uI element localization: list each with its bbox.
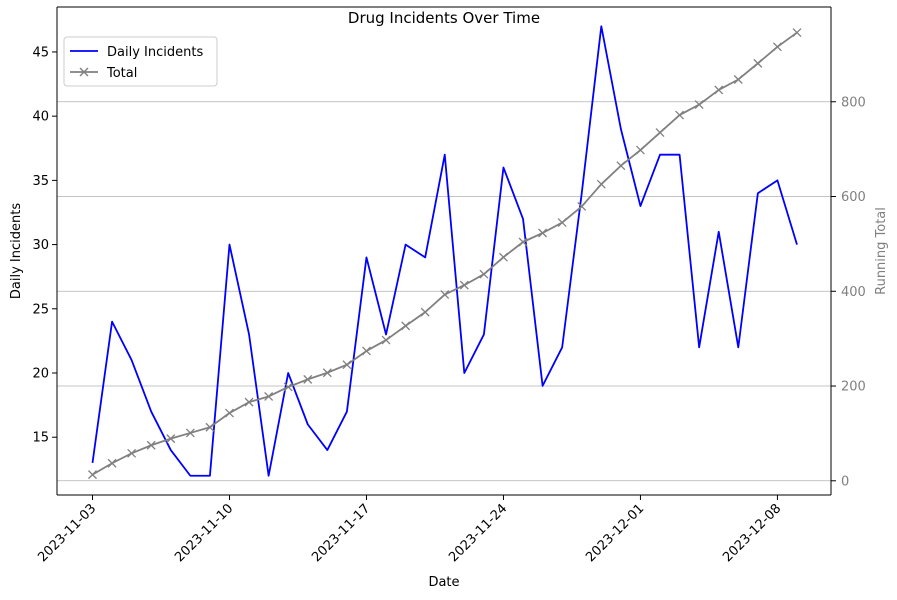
right-axis-gridlines: [57, 101, 831, 482]
y2-tick-label: 400: [841, 285, 866, 300]
data-point-total: [518, 237, 528, 247]
y-tick-label: 15: [32, 431, 49, 446]
data-point-total: [205, 422, 215, 432]
data-point-total: [322, 368, 332, 378]
x-tick-label: 2023-12-08: [720, 501, 784, 565]
plot-frame: [56, 6, 832, 496]
data-point-total: [459, 280, 469, 290]
data-point-total: [792, 28, 802, 38]
data-point-total: [244, 397, 254, 407]
data-point-total: [538, 228, 548, 238]
y2-tick-label: 200: [841, 380, 866, 395]
data-point-total: [166, 434, 176, 444]
data-point-total: [616, 161, 626, 171]
data-point-total: [733, 75, 743, 84]
data-point-total: [146, 440, 156, 450]
data-point-total: [401, 321, 411, 331]
data-point-total: [303, 374, 313, 384]
data-point-total: [635, 145, 645, 155]
data-point-total: [381, 335, 391, 345]
x-tick-label: 2023-11-17: [309, 501, 373, 565]
x-axis-label: Date: [428, 575, 459, 590]
data-point-total: [577, 202, 587, 211]
data-point-total: [420, 307, 430, 317]
y-tick-label: 20: [32, 367, 49, 382]
y2-tick-label: 600: [841, 190, 866, 205]
y-tick-label: 40: [32, 110, 49, 125]
y2-tick-label: 0: [841, 474, 849, 489]
data-point-total: [185, 428, 195, 438]
legend-label-total: Total: [106, 66, 137, 81]
plot-area: [57, 7, 831, 495]
x-tick-label: 2023-11-10: [172, 501, 236, 565]
data-point-total: [107, 458, 117, 468]
data-point-total: [557, 218, 567, 228]
data-point-total: [440, 290, 450, 300]
data-point-total: [479, 269, 489, 279]
data-point-total: [283, 382, 293, 392]
data-point-total: [694, 100, 704, 110]
data-point-total: [498, 252, 508, 262]
data-point-total: [772, 42, 782, 52]
legend: Daily Incidents Total: [63, 36, 218, 87]
x-tick-label: 2023-11-24: [446, 501, 510, 565]
y-axis-label: Daily Incidents: [9, 203, 24, 299]
chart-title: Drug Incidents Over Time: [348, 9, 540, 27]
data-point-total: [362, 346, 371, 356]
y2-axis-label: Running Total: [874, 207, 889, 295]
data-point-total: [675, 110, 685, 120]
y-tick-label: 45: [32, 45, 49, 60]
data-point-total: [714, 85, 724, 95]
x-tick-label: 2023-11-03: [35, 501, 99, 565]
data-point-total: [655, 128, 665, 138]
legend-label-daily-incidents: Daily Incidents: [107, 45, 203, 60]
legend-marker-total: [79, 67, 89, 77]
data-point-total: [127, 448, 137, 458]
data-point-total: [88, 470, 97, 480]
y-axis-left: 15 20 25 30 35 40 45: [32, 45, 57, 446]
y-tick-label: 35: [32, 174, 49, 189]
data-point-total: [342, 360, 352, 370]
series-layer: [88, 25, 802, 480]
legend-box: [63, 36, 218, 87]
x-tick-label: 2023-12-01: [583, 501, 647, 565]
y2-tick-label: 800: [841, 95, 866, 110]
data-point-total: [753, 58, 763, 68]
data-point-total: [225, 408, 234, 418]
x-axis: 2023-11-03 2023-11-10 2023-11-17 2023-11-24…: [35, 495, 784, 565]
data-point-total: [264, 391, 274, 401]
y-tick-label: 30: [32, 238, 49, 253]
y-axis-right: 0 200 400 600 800: [831, 95, 866, 489]
y-tick-label: 25: [32, 302, 49, 317]
data-point-total: [596, 179, 606, 189]
